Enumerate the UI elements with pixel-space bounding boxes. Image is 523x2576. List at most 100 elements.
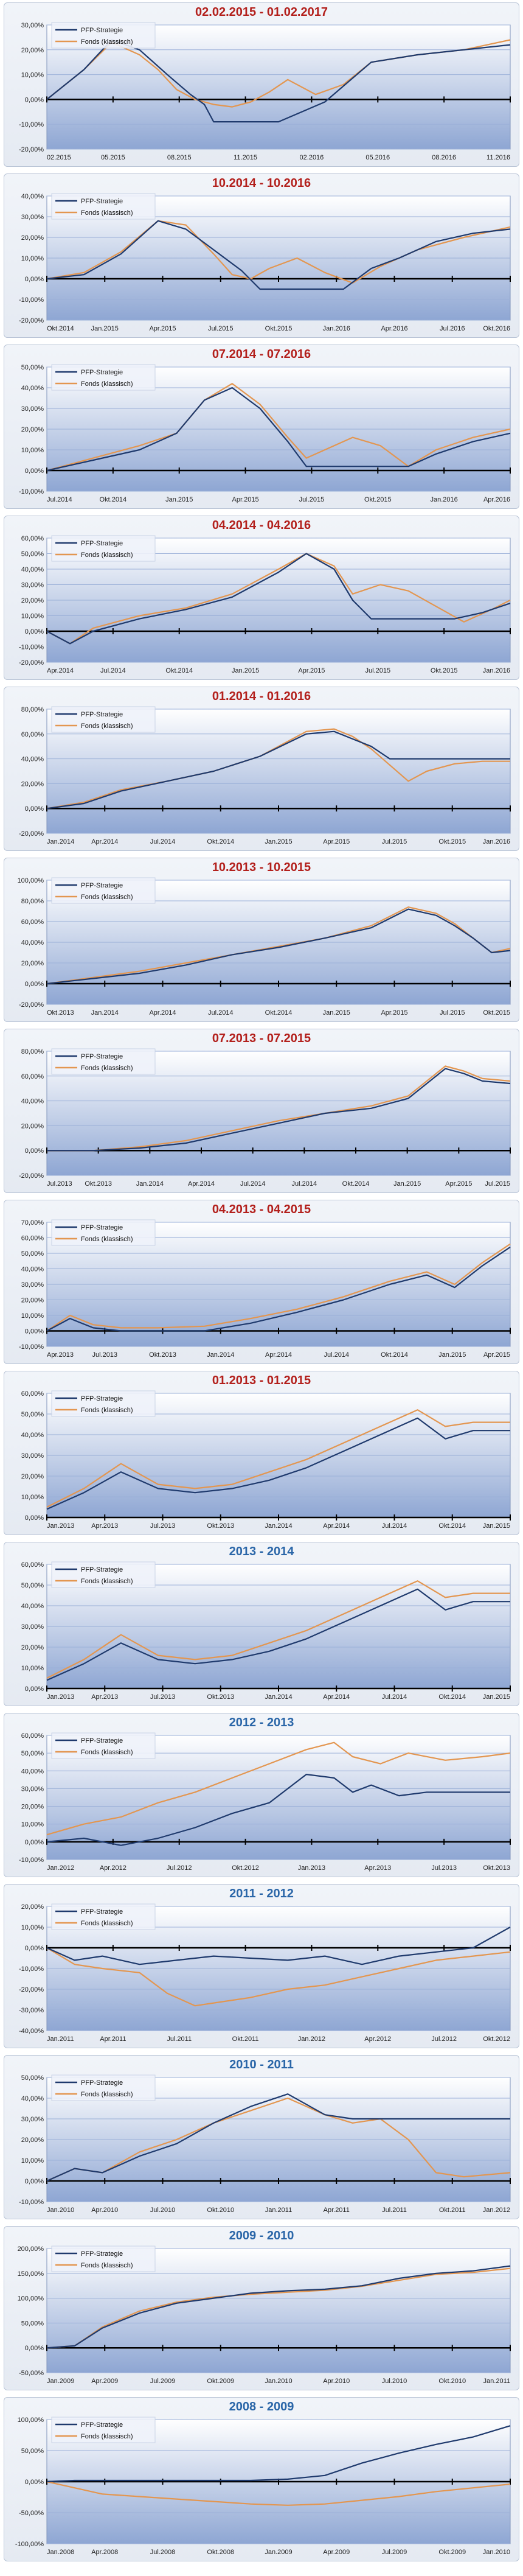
- x-tick-label: Okt.2014: [100, 496, 127, 503]
- line-chart: 200,00%150,00%100,00%50,00%0,00%-50,00%J…: [18, 2245, 511, 2385]
- x-tick-label: Okt.2015: [431, 667, 458, 674]
- line-chart: 60,00% 50,00% 40,00% 30,00% 20,00% 10,00% 0,00…: [21, 1390, 511, 1530]
- y-tick-label: 50,00%: [21, 1411, 44, 1418]
- y-tick-label: 10,00%: [21, 1665, 44, 1672]
- x-tick-label: Jan.2015: [91, 325, 119, 332]
- x-tick-label: Jan.2014: [91, 1009, 119, 1017]
- chart-title: 01.2014 - 01.2016: [212, 690, 311, 703]
- line-chart: 100,00% 80,00% 60,00% 40,00% 20,00% 0,00% -20,…: [18, 877, 511, 1017]
- x-tick-label: Jul.2013: [150, 1693, 176, 1701]
- series-line-fonds-klassisch: [46, 1947, 511, 2007]
- y-tick-label: 30,00%: [21, 582, 44, 589]
- y-tick-label: 0,00%: [25, 2479, 44, 2486]
- y-tick-label: 0,00%: [25, 1514, 44, 1522]
- legend: PFP-Strategie Fonds (klassisch): [51, 1219, 156, 1246]
- x-tick-label: Apr.2016: [381, 325, 407, 332]
- legend: PFP-Strategie Fonds (klassisch): [51, 1561, 156, 1588]
- x-tick-label: Apr.2015: [323, 838, 350, 845]
- series-line-fonds-klassisch: [46, 2480, 511, 2506]
- y-tick-label: 30,00%: [21, 22, 44, 29]
- chart-panel: 04.2013 - 04.2015 70,00% 60,00% 50,00% 40,00…: [4, 1200, 519, 1364]
- x-tick-label: Okt.2010: [438, 2378, 466, 2385]
- x-tick-label: Okt.2013: [85, 1180, 112, 1188]
- x-tick-label: Jan.2013: [47, 1522, 74, 1530]
- y-tick-label: 20,00%: [21, 2137, 44, 2144]
- x-tick-label: Okt.2014: [381, 1351, 408, 1359]
- y-tick-label: 100,00%: [18, 2417, 44, 2424]
- x-tick-label: Jan.2014: [207, 1351, 234, 1359]
- x-tick-label: Apr.2009: [323, 2549, 350, 2556]
- chart-panel: 2009 - 2010 200,00% 150,00% 100,00% 50,00% 0,…: [4, 2226, 519, 2390]
- x-tick-label: Apr.2015: [149, 325, 176, 332]
- x-tick-label: Okt.2014: [438, 1522, 466, 1530]
- y-tick-label: 20,00%: [21, 1903, 44, 1911]
- y-tick-label: 80,00%: [21, 1048, 44, 1055]
- x-tick-label: Jan.2011: [47, 2035, 74, 2043]
- chart-panel: 07.2013 - 07.2015 80,00% 60,00% 40,00% 20,00…: [4, 1029, 519, 1193]
- legend-label: PFP-Strategie: [81, 1224, 123, 1231]
- y-tick-label: 80,00%: [21, 898, 44, 905]
- x-tick-label: Apr.2011: [100, 2035, 126, 2043]
- series-line-fonds-klassisch: [46, 1243, 511, 1332]
- y-tick-label: 10,00%: [21, 2157, 44, 2165]
- y-tick-label: 30,00%: [21, 2116, 44, 2123]
- x-tick-label: Okt.2015: [438, 838, 466, 845]
- series-line-pfp-strategie: [47, 1068, 511, 1152]
- x-tick-label: Jan.2010: [483, 2549, 510, 2556]
- y-tick-label: 0,00%: [25, 981, 44, 988]
- x-tick-label: Apr.2014: [47, 667, 74, 674]
- x-tick-label: Jul.2015: [440, 1009, 465, 1017]
- x-tick-label: Jul.2015: [382, 838, 407, 845]
- y-tick-label: 30,00%: [21, 1452, 44, 1460]
- legend-label: PFP-Strategie: [81, 2421, 123, 2429]
- series-line-fonds-klassisch: [46, 1741, 511, 1836]
- y-tick-label: 50,00%: [21, 1582, 44, 1589]
- x-tick-label: Jan.2014: [265, 1693, 292, 1701]
- y-tick-label: 0,00%: [25, 628, 44, 635]
- x-tick-label: Okt.2015: [483, 1009, 510, 1017]
- y-tick-label: -10,00%: [19, 1343, 44, 1351]
- x-tick-label: Jul.2014: [208, 1009, 234, 1017]
- x-tick-label: Jan.2009: [265, 2549, 292, 2556]
- y-tick-label: 40,00%: [21, 193, 44, 200]
- x-tick-label: Jan.2015: [265, 838, 292, 845]
- line-chart: 40,00% 30,00% 20,00% 10,00% 0,00% -10,00% -20,…: [19, 193, 511, 332]
- legend-label: PFP-Strategie: [81, 1566, 123, 1573]
- y-tick-label: 100,00%: [18, 877, 44, 884]
- line-chart: 20,00% 10,00% 0,00% -10,00% -20,00% -30,00% -4…: [19, 1903, 511, 2043]
- chart-title: 07.2013 - 07.2015: [212, 1032, 311, 1045]
- legend-label: PFP-Strategie: [81, 1737, 123, 1745]
- y-tick-label: 60,00%: [21, 1235, 44, 1242]
- legend-box: [51, 364, 156, 391]
- series-line-pfp-strategie: [46, 387, 511, 472]
- legend-label: PFP-Strategie: [81, 369, 123, 376]
- y-tick-label: 40,00%: [21, 756, 44, 763]
- series-line-pfp-strategie: [46, 2265, 511, 2349]
- series-line-fonds-klassisch: [46, 1409, 510, 1508]
- legend-label: Fonds (klassisch): [81, 380, 133, 388]
- y-tick-label: 60,00%: [21, 1732, 44, 1740]
- x-tick-label: Jul.2011: [167, 2035, 192, 2043]
- y-tick-label: 50,00%: [21, 364, 44, 371]
- series-line-pfp-strategie: [46, 730, 510, 810]
- y-tick-label: -10,00%: [19, 2199, 44, 2206]
- x-tick-label: Jan.2008: [47, 2549, 74, 2556]
- x-tick-label: Apr.2012: [100, 1864, 126, 1872]
- chart-title: 04.2013 - 04.2015: [212, 1203, 311, 1216]
- y-tick-label: 50,00%: [21, 1250, 44, 1258]
- series-line-pfp-strategie: [46, 1417, 510, 1510]
- x-tick-label: Apr.2012: [364, 2035, 391, 2043]
- legend-box: [51, 706, 156, 733]
- legend-label: PFP-Strategie: [81, 2250, 123, 2258]
- y-tick-label: 0,00%: [25, 1147, 44, 1155]
- legend-label: Fonds (klassisch): [81, 1236, 133, 1243]
- x-tick-label: Okt.2013: [483, 1864, 510, 1872]
- y-tick-label: -50,00%: [19, 2510, 44, 2517]
- chart-panel: 07.2014 - 07.2016 50,00% 40,00% 30,00% 20,00…: [4, 345, 519, 509]
- chart-title: 02.02.2015 - 01.02.2017: [195, 5, 328, 19]
- x-tick-label: Jan.2015: [393, 1180, 421, 1188]
- legend: PFP-Strategie Fonds (klassisch): [51, 193, 156, 220]
- chart-panel: 01.2013 - 01.2015 60,00% 50,00% 40,00% 30,00…: [4, 1371, 519, 1535]
- x-tick-label: Apr.2016: [483, 496, 510, 503]
- x-tick-label: Apr.2015: [445, 1180, 472, 1188]
